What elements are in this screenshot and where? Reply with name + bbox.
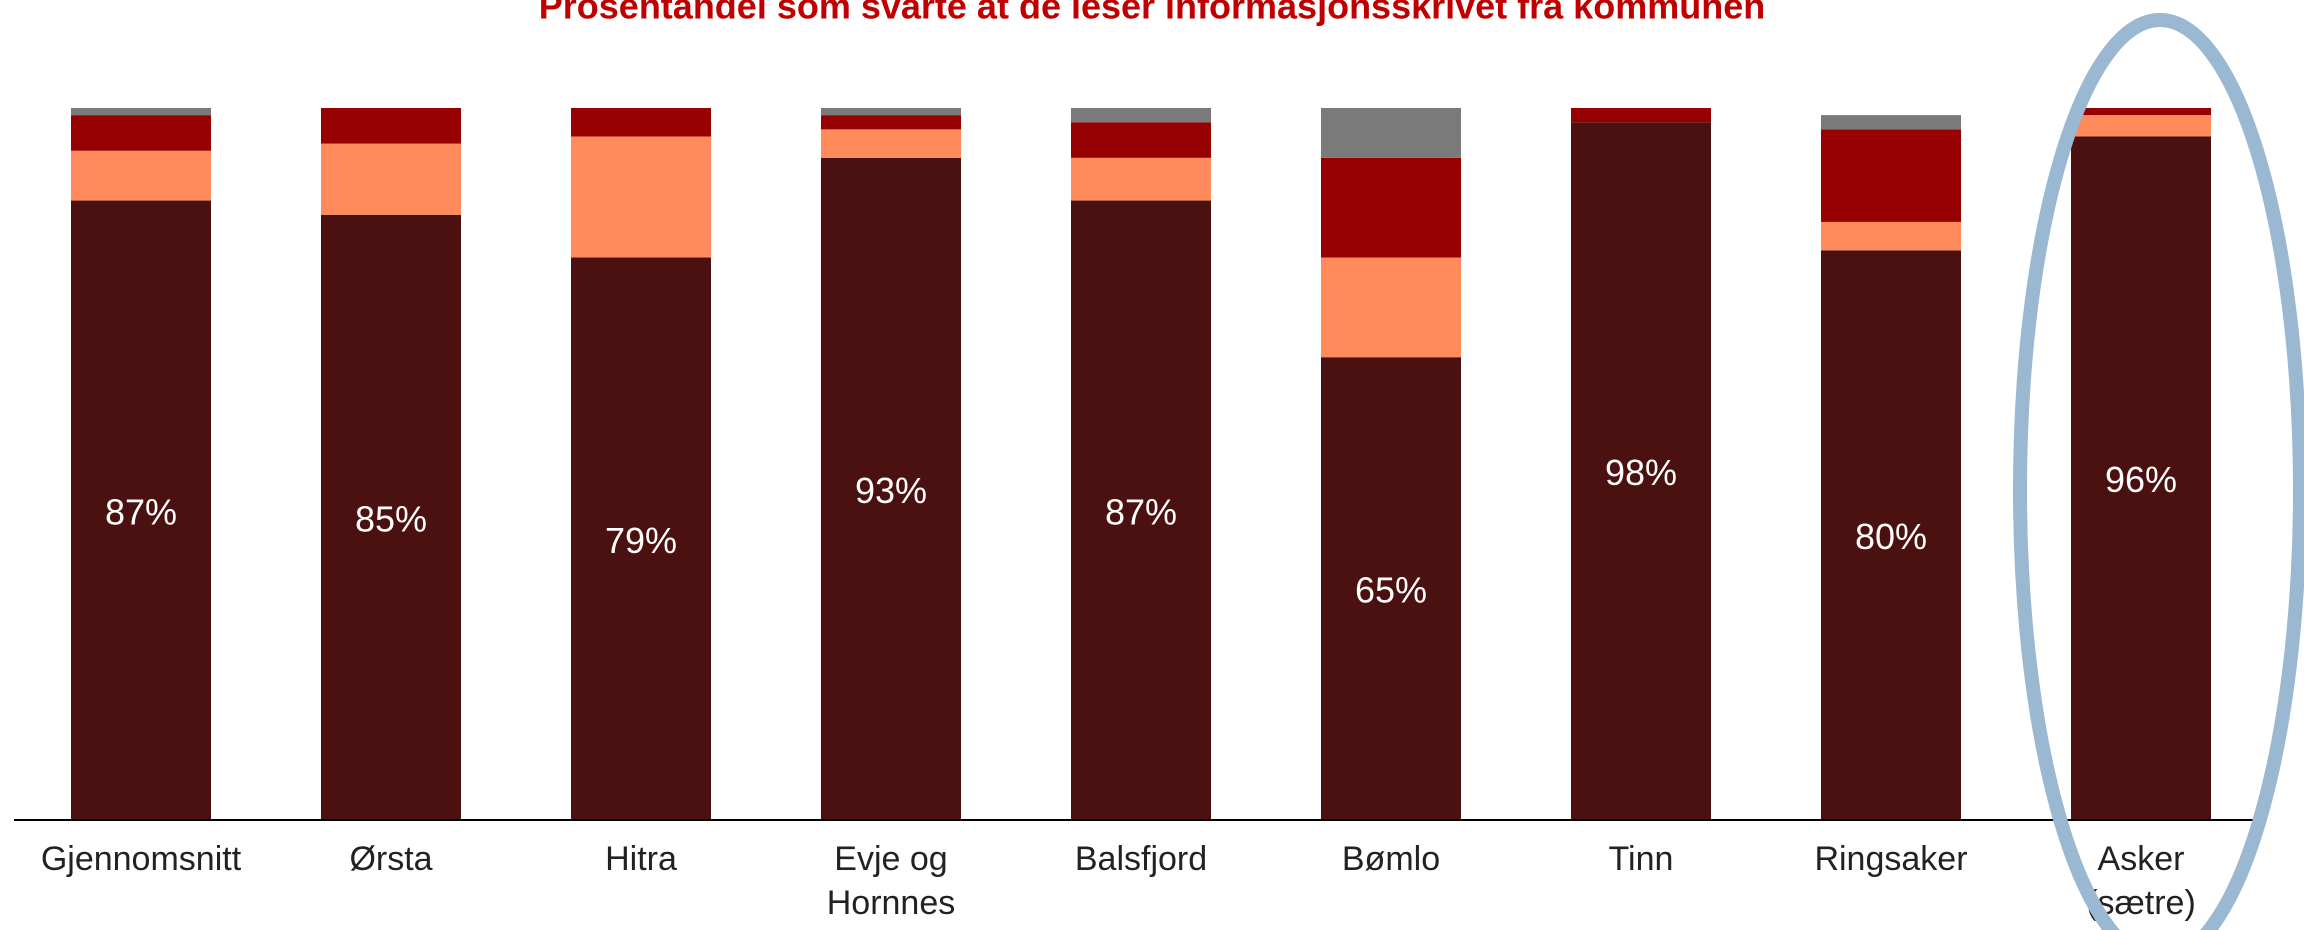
bar-segment-balsfjord-s3: [1071, 122, 1211, 158]
bar-segment-bømlo-s1: [1321, 357, 1461, 820]
bar-segment-hitra-s2: [571, 136, 711, 258]
category-label-ringsaker: Ringsaker: [1814, 840, 1967, 878]
bar-segment-ørsta-s2: [321, 143, 461, 215]
value-label-evje-og-hornnes: 93%: [855, 470, 927, 511]
value-label-ørsta: 85%: [355, 498, 427, 539]
bar-segment-balsfjord-s1: [1071, 200, 1211, 820]
bar-segment-ringsaker-s1: [1821, 250, 1961, 820]
category-label-tinn: Tinn: [1609, 840, 1674, 878]
value-labels-group: 87% 85% 79% 93% 87% 65% 98% 80% 96%: [105, 452, 2177, 610]
category-label-ørsta: Ørsta: [349, 840, 432, 878]
bar-segment-ringsaker-s2: [1821, 221, 1961, 251]
value-label-bømlo: 65%: [1355, 570, 1427, 611]
bar-segment-bømlo-s3: [1321, 157, 1461, 258]
bar-segment-tinn-s1: [1571, 122, 1711, 821]
value-label-hitra: 79%: [605, 520, 677, 561]
bar-segment-hitra-s3: [571, 108, 711, 137]
value-label-balsfjord: 87%: [1105, 491, 1177, 532]
bar-segment-asker-sætre-s2: [2071, 115, 2211, 137]
bar-segment-gjennomsnitt-s4: [71, 108, 211, 116]
value-label-gjennomsnitt: 87%: [105, 491, 177, 532]
bar-segment-asker-sætre-s3: [2071, 108, 2211, 116]
bar-segment-hitra-s1: [571, 257, 711, 820]
bar-segment-evje-og-hornnes-s4: [821, 108, 961, 116]
bar-segment-gjennomsnitt-s3: [71, 115, 211, 151]
bar-segment-evje-og-hornnes-s2: [821, 129, 961, 158]
bar-segment-ørsta-s3: [321, 108, 461, 144]
highlight-ellipse: [2013, 13, 2304, 930]
bar-segment-balsfjord-s4: [1071, 108, 1211, 123]
bar-segment-ørsta-s1: [321, 214, 461, 821]
bar-segment-bømlo-s4: [1321, 108, 1461, 158]
bar-segment-balsfjord-s2: [1071, 157, 1211, 201]
category-label-gjennomsnitt: Gjennomsnitt: [41, 840, 242, 878]
bar-segment-evje-og-hornnes-s3: [821, 115, 961, 130]
bar-segment-gjennomsnitt-s1: [71, 200, 211, 820]
value-label-tinn: 98%: [1605, 452, 1677, 493]
category-label-balsfjord: Balsfjord: [1075, 840, 1207, 878]
chart-title: Prosentandel som svarte at de leser info…: [539, 0, 1765, 27]
category-label-hitra: Hitra: [605, 840, 677, 878]
bar-segment-tinn-s3: [1571, 108, 1711, 123]
category-label-asker-sætre: Asker (sætre): [2086, 840, 2196, 922]
bar-segment-asker-sætre-s1: [2071, 136, 2211, 821]
bar-segment-evje-og-hornnes-s1: [821, 157, 961, 821]
bar-segment-bømlo-s2: [1321, 257, 1461, 358]
category-label-bømlo: Bømlo: [1342, 840, 1440, 878]
bar-segment-ringsaker-s4: [1821, 115, 1961, 130]
value-label-ringsaker: 80%: [1855, 516, 1927, 557]
bars-group: [71, 108, 2211, 821]
category-labels-group: Gjennomsnitt Ørsta Hitra Evje og Hornnes Bals…: [41, 840, 2196, 922]
bar-segment-gjennomsnitt-s2: [71, 150, 211, 201]
value-label-asker-sætre: 96%: [2105, 459, 2177, 500]
category-label-evje-og-hornnes: Evje og Hornnes: [827, 840, 956, 922]
bar-segment-ringsaker-s3: [1821, 129, 1961, 222]
